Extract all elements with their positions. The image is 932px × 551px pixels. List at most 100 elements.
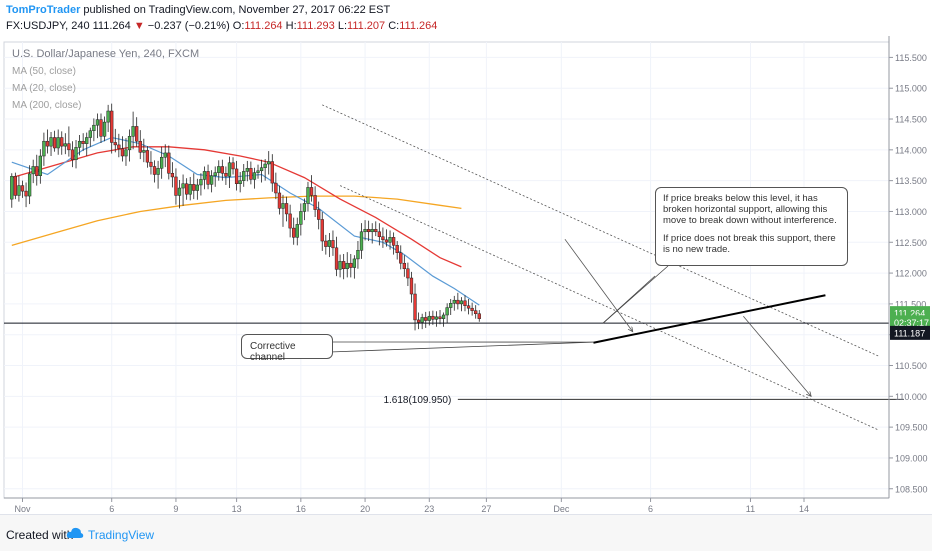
candle-body (224, 173, 227, 176)
candle-body (43, 141, 46, 156)
candle-body (417, 320, 420, 322)
candle-body (332, 240, 335, 247)
candle-body (324, 241, 327, 247)
candle-body (328, 240, 331, 246)
candle-body (200, 179, 203, 185)
author-link[interactable]: TomProTrader (6, 4, 80, 16)
legend-ma50[interactable]: MA (50, close) (12, 63, 199, 80)
support-price-label: 111.187 (894, 328, 925, 338)
candle-body (456, 300, 459, 304)
published-text: published on TradingView.com, November 2… (80, 4, 390, 16)
candle-body (307, 187, 310, 203)
candle-body (339, 261, 342, 269)
support-note[interactable]: If price breaks below this level, it has… (655, 187, 848, 266)
candle-body (424, 317, 427, 320)
candle-body (253, 173, 256, 180)
high-value: 111.293 (297, 20, 335, 32)
legend-ma20[interactable]: MA (20, close) (12, 80, 199, 97)
candle-body (103, 122, 106, 136)
candle-body (299, 211, 302, 224)
candle-body (278, 193, 281, 208)
candle-body (217, 166, 220, 172)
price-tick-label: 115.500 (895, 53, 927, 63)
channel-note[interactable]: Corrective channel (241, 334, 333, 359)
candle-body (60, 138, 63, 147)
candle-body (235, 169, 238, 184)
candle-body (474, 311, 477, 314)
candle-body (53, 138, 56, 148)
candle-body (57, 138, 60, 148)
candle-body (146, 150, 149, 162)
candle-body (396, 245, 399, 252)
time-tick-label: 9 (173, 504, 178, 514)
low-value: 111.207 (347, 20, 385, 32)
candle-body (50, 138, 53, 147)
created-with-text: Created with (6, 528, 73, 542)
candle-body (460, 301, 463, 304)
candle-body (75, 147, 78, 159)
candle-body (410, 278, 413, 294)
candle-body (178, 188, 181, 195)
last-price: 111.264 (93, 20, 131, 32)
candle-body (160, 157, 163, 168)
candle-body (71, 150, 74, 160)
time-tick-label: 20 (360, 504, 370, 514)
candle-body (421, 317, 424, 322)
candle-body (35, 166, 38, 175)
candle-body (349, 263, 352, 267)
candle-body (431, 316, 434, 319)
candle-body (117, 145, 120, 149)
candle-body (214, 173, 217, 176)
price-tick-label: 110.000 (895, 392, 927, 402)
candle-body (414, 294, 417, 320)
candle-body (321, 219, 324, 241)
price-tick-label: 113.000 (895, 207, 927, 217)
candle-body (249, 168, 252, 179)
candle-body (360, 232, 363, 250)
legend-symbol: U.S. Dollar/Japanese Yen, 240, FXCM (12, 46, 199, 63)
price-tick-label: 109.000 (895, 453, 928, 463)
candle-body (128, 136, 131, 150)
candle-body (92, 125, 95, 131)
candle-body (167, 153, 170, 173)
legend-ma200[interactable]: MA (200, close) (12, 97, 199, 114)
candle-body (478, 314, 481, 319)
candle-body (453, 300, 456, 303)
price-change: −0.237 (−0.21%) (148, 20, 230, 32)
candle-body (28, 174, 31, 196)
candle-body (164, 153, 167, 157)
open-label: O: (233, 20, 245, 32)
candle-body (374, 229, 377, 231)
price-tick-label: 109.500 (895, 423, 928, 433)
price-tick-label: 112.000 (895, 269, 927, 279)
candle-body (39, 156, 42, 176)
candle-body (85, 138, 88, 144)
candle-body (185, 184, 188, 194)
candle-body (14, 176, 17, 195)
tradingview-brand[interactable]: TradingView (88, 528, 154, 542)
candle-body (449, 303, 452, 307)
candle-body (335, 248, 338, 270)
candle-body (175, 177, 178, 195)
price-tick-label: 110.500 (895, 361, 927, 371)
candle-body (439, 317, 442, 319)
candle-body (196, 185, 199, 191)
close-value: 111.264 (399, 20, 437, 32)
candle-body (89, 131, 92, 138)
support-note-line1: If price breaks below this level, it has… (663, 193, 840, 226)
candle-body (232, 163, 235, 169)
candle-body (385, 240, 388, 242)
candle-body (110, 111, 113, 142)
price-tick-label: 114.000 (895, 145, 927, 155)
footer: Created with TradingView (0, 514, 932, 551)
candle-body (121, 149, 124, 156)
time-tick-label: 23 (424, 504, 434, 514)
candle-body (346, 263, 349, 269)
candle-body (296, 224, 299, 237)
ohlc-line: FX:USDJPY, 240 111.264 ▼ −0.237 (−0.21%)… (6, 20, 437, 32)
candle-body (67, 144, 70, 150)
candle-body (371, 229, 374, 231)
candle-body (428, 316, 431, 320)
candle-body (289, 214, 292, 228)
candle-body (125, 150, 128, 156)
